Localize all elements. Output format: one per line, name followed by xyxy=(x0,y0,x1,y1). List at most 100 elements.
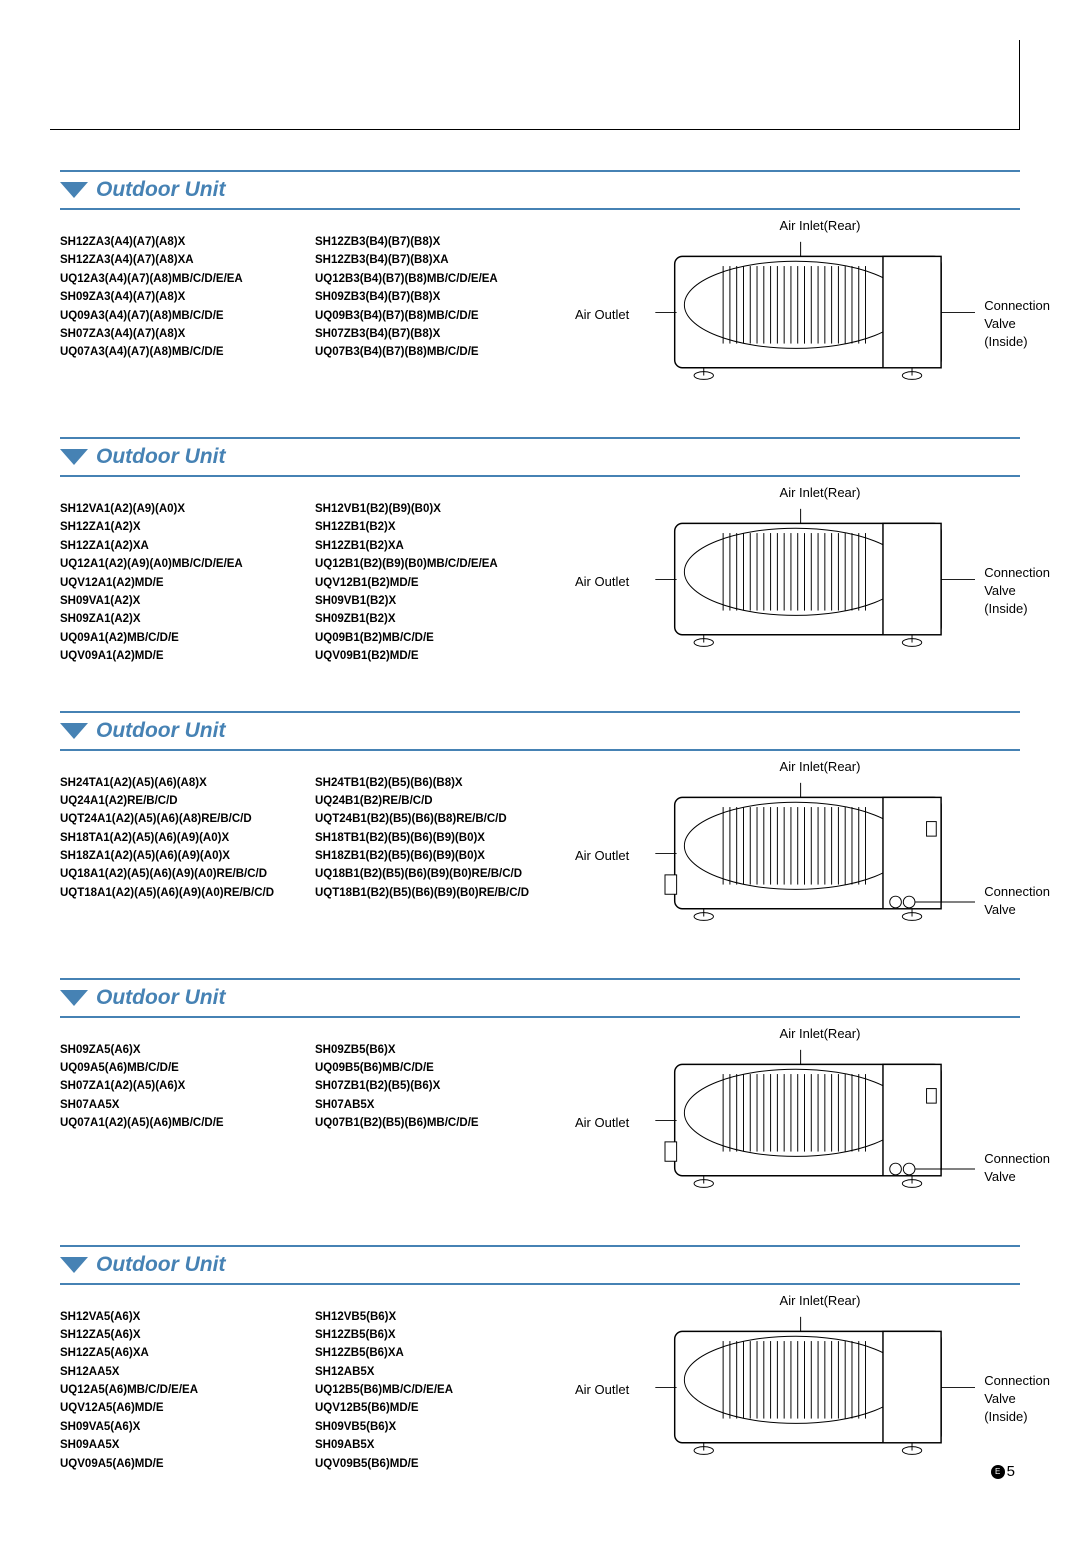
model-number: SH07AB5X xyxy=(315,1096,575,1114)
model-number: UQ09A5(A6)MB/C/D/E xyxy=(60,1059,315,1077)
model-number: UQT24B1(B2)(B5)(B6)(B8)RE/B/C/D xyxy=(315,810,575,828)
triangle-icon xyxy=(60,990,88,1006)
model-list: SH09ZA5(A6)XUQ09A5(A6)MB/C/D/ESH07ZA1(A2… xyxy=(60,1026,620,1200)
model-number: SH09VA1(A2)X xyxy=(60,592,315,610)
model-number: UQ12B5(B6)MB/C/D/E/EA xyxy=(315,1381,575,1399)
model-number: UQ09B5(B6)MB/C/D/E xyxy=(315,1059,575,1077)
connection-valve-label: ConnectionValve(Inside) xyxy=(984,564,1050,619)
outdoor-unit-section: Outdoor Unit SH12VA5(A6)XSH12ZA5(A6)XSH1… xyxy=(60,1245,1020,1474)
model-number: SH09ZB3(B4)(B7)(B8)X xyxy=(315,288,575,306)
model-number: UQT24A1(A2)(A5)(A6)(A8)RE/B/C/D xyxy=(60,810,315,828)
model-number: SH12VB5(B6)X xyxy=(315,1308,575,1326)
model-list: SH12ZA3(A4)(A7)(A8)XSH12ZA3(A4)(A7)(A8)X… xyxy=(60,218,620,392)
model-number: SH12ZA5(A6)XA xyxy=(60,1344,315,1362)
section-header: Outdoor Unit xyxy=(60,1245,1020,1285)
outdoor-unit-section: Outdoor Unit SH12ZA3(A4)(A7)(A8)XSH12ZA3… xyxy=(60,170,1020,392)
unit-diagram: Air Inlet(Rear) Air Outlet ConnectionVal… xyxy=(620,218,1020,392)
model-number: SH09VB5(B6)X xyxy=(315,1418,575,1436)
model-number: SH24TA1(A2)(A5)(A6)(A8)X xyxy=(60,774,315,792)
model-number: SH12ZA3(A4)(A7)(A8)X xyxy=(60,233,315,251)
model-number: SH09ZA3(A4)(A7)(A8)X xyxy=(60,288,315,306)
air-outlet-label: Air Outlet xyxy=(575,1115,629,1130)
air-outlet-label: Air Outlet xyxy=(575,1382,629,1397)
page-number: E 5 xyxy=(991,1463,1015,1480)
section-title: Outdoor Unit xyxy=(96,178,225,202)
triangle-icon xyxy=(60,1257,88,1273)
air-outlet-label: Air Outlet xyxy=(575,307,629,322)
air-inlet-label: Air Inlet(Rear) xyxy=(780,218,861,233)
air-inlet-label: Air Inlet(Rear) xyxy=(780,1293,861,1308)
connection-valve-label: ConnectionValve(Inside) xyxy=(984,297,1050,352)
model-number: UQV09B5(B6)MD/E xyxy=(315,1455,575,1473)
section-title: Outdoor Unit xyxy=(96,1253,225,1277)
model-number: SH12ZB3(B4)(B7)(B8)XA xyxy=(315,251,575,269)
model-number: SH18TB1(B2)(B5)(B6)(B9)(B0)X xyxy=(315,829,575,847)
model-number: UQ07A3(A4)(A7)(A8)MB/C/D/E xyxy=(60,343,315,361)
model-number: UQ09A3(A4)(A7)(A8)MB/C/D/E xyxy=(60,307,315,325)
model-number: SH12ZA1(A2)XA xyxy=(60,537,315,555)
model-number: SH24TB1(B2)(B5)(B6)(B8)X xyxy=(315,774,575,792)
model-number: SH12ZA1(A2)X xyxy=(60,518,315,536)
model-number: SH12VA5(A6)X xyxy=(60,1308,315,1326)
section-title: Outdoor Unit xyxy=(96,445,225,469)
model-number: UQ07B1(B2)(B5)(B6)MB/C/D/E xyxy=(315,1114,575,1132)
triangle-icon xyxy=(60,449,88,465)
section-header: Outdoor Unit xyxy=(60,437,1020,477)
model-list: SH24TA1(A2)(A5)(A6)(A8)XUQ24A1(A2)RE/B/C… xyxy=(60,759,620,933)
outdoor-unit-section: Outdoor Unit SH24TA1(A2)(A5)(A6)(A8)XUQ2… xyxy=(60,711,1020,933)
air-inlet-label: Air Inlet(Rear) xyxy=(780,1026,861,1041)
page-letter: E xyxy=(991,1465,1005,1479)
model-number: UQ18B1(B2)(B5)(B6)(B9)(B0)RE/B/C/D xyxy=(315,865,575,883)
model-number: UQ09B3(B4)(B7)(B8)MB/C/D/E xyxy=(315,307,575,325)
unit-diagram: Air Inlet(Rear) Air Outlet ConnectionVal… xyxy=(620,485,1020,666)
model-number: SH12VB1(B2)(B9)(B0)X xyxy=(315,500,575,518)
model-number: SH12AA5X xyxy=(60,1363,315,1381)
model-number: UQV09B1(B2)MD/E xyxy=(315,647,575,665)
model-number: SH12AB5X xyxy=(315,1363,575,1381)
page-num: 5 xyxy=(1007,1463,1015,1480)
model-number: UQ09B1(B2)MB/C/D/E xyxy=(315,629,575,647)
model-number: UQ07B3(B4)(B7)(B8)MB/C/D/E xyxy=(315,343,575,361)
model-number: SH12ZB1(B2)X xyxy=(315,518,575,536)
model-number: SH09AB5X xyxy=(315,1436,575,1454)
outdoor-unit-section: Outdoor Unit SH12VA1(A2)(A9)(A0)XSH12ZA1… xyxy=(60,437,1020,666)
section-header: Outdoor Unit xyxy=(60,978,1020,1018)
model-number: SH12VA1(A2)(A9)(A0)X xyxy=(60,500,315,518)
model-number: UQT18A1(A2)(A5)(A6)(A9)(A0)RE/B/C/D xyxy=(60,884,315,902)
connection-valve-label: ConnectionValve xyxy=(984,883,1050,919)
model-number: UQV12A1(A2)MD/E xyxy=(60,574,315,592)
unit-diagram: Air Inlet(Rear) Air Outlet ConnectionVal… xyxy=(620,1293,1020,1474)
model-number: SH09ZA5(A6)X xyxy=(60,1041,315,1059)
air-inlet-label: Air Inlet(Rear) xyxy=(780,485,861,500)
model-number: UQV12A5(A6)MD/E xyxy=(60,1399,315,1417)
model-number: SH09VB1(B2)X xyxy=(315,592,575,610)
model-number: SH09ZB5(B6)X xyxy=(315,1041,575,1059)
model-number: SH12ZB3(B4)(B7)(B8)X xyxy=(315,233,575,251)
model-number: UQ12B3(B4)(B7)(B8)MB/C/D/E/EA xyxy=(315,270,575,288)
model-number: UQV12B5(B6)MD/E xyxy=(315,1399,575,1417)
model-number: SH07ZA3(A4)(A7)(A8)X xyxy=(60,325,315,343)
model-number: SH09ZB1(B2)X xyxy=(315,610,575,628)
unit-diagram: Air Inlet(Rear) Air Outlet ConnectionVal… xyxy=(620,759,1020,933)
model-number: UQ07A1(A2)(A5)(A6)MB/C/D/E xyxy=(60,1114,315,1132)
model-number: SH12ZB5(B6)XA xyxy=(315,1344,575,1362)
model-number: SH07ZB3(B4)(B7)(B8)X xyxy=(315,325,575,343)
model-number: UQV09A5(A6)MD/E xyxy=(60,1455,315,1473)
air-inlet-label: Air Inlet(Rear) xyxy=(780,759,861,774)
model-list: SH12VA1(A2)(A9)(A0)XSH12ZA1(A2)XSH12ZA1(… xyxy=(60,485,620,666)
model-number: UQ12A5(A6)MB/C/D/E/EA xyxy=(60,1381,315,1399)
connection-valve-label: ConnectionValve(Inside) xyxy=(984,1372,1050,1427)
model-number: SH18ZB1(B2)(B5)(B6)(B9)(B0)X xyxy=(315,847,575,865)
model-number: UQ09A1(A2)MB/C/D/E xyxy=(60,629,315,647)
model-number: SH18ZA1(A2)(A5)(A6)(A9)(A0)X xyxy=(60,847,315,865)
model-number: UQ24A1(A2)RE/B/C/D xyxy=(60,792,315,810)
model-number: SH09AA5X xyxy=(60,1436,315,1454)
model-number: SH07AA5X xyxy=(60,1096,315,1114)
air-outlet-label: Air Outlet xyxy=(575,574,629,589)
model-number: SH07ZA1(A2)(A5)(A6)X xyxy=(60,1077,315,1095)
model-list: SH12VA5(A6)XSH12ZA5(A6)XSH12ZA5(A6)XASH1… xyxy=(60,1293,620,1474)
model-number: SH12ZA5(A6)X xyxy=(60,1326,315,1344)
outdoor-unit-section: Outdoor Unit SH09ZA5(A6)XUQ09A5(A6)MB/C/… xyxy=(60,978,1020,1200)
air-outlet-label: Air Outlet xyxy=(575,848,629,863)
model-number: UQ12A3(A4)(A7)(A8)MB/C/D/E/EA xyxy=(60,270,315,288)
